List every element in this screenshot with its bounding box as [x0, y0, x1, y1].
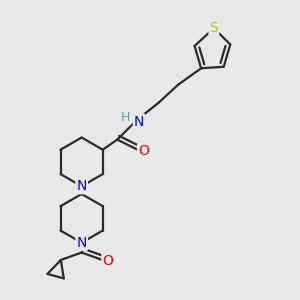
Text: S: S — [209, 21, 218, 35]
Text: H: H — [121, 111, 130, 124]
Text: N: N — [134, 115, 144, 129]
Text: N: N — [76, 236, 87, 250]
Text: O: O — [102, 254, 113, 268]
Text: N: N — [76, 179, 87, 193]
Text: O: O — [138, 145, 149, 158]
